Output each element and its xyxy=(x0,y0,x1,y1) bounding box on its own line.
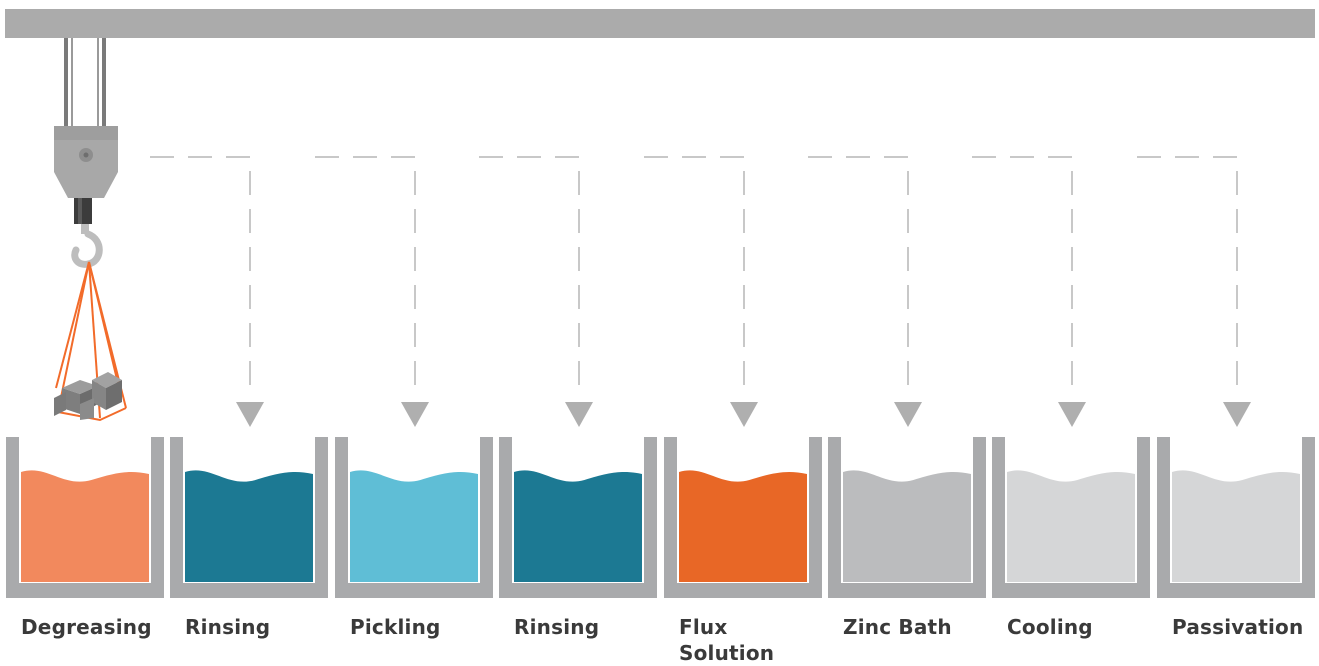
tank xyxy=(992,437,1150,598)
crane-shaft xyxy=(74,198,92,224)
tank-left-wall xyxy=(664,437,677,598)
overhead-crane-trolley-icon xyxy=(54,38,118,224)
tank xyxy=(828,437,986,598)
tank-label-line: Solution xyxy=(679,641,775,665)
tank-floor xyxy=(1157,583,1315,598)
down-triangle-arrow-icon xyxy=(1223,402,1251,427)
hook-curve xyxy=(71,230,103,268)
tank-left-wall xyxy=(335,437,348,598)
load-piece xyxy=(106,380,122,410)
crane-shaft-highlight xyxy=(78,198,82,224)
tank-floor xyxy=(828,583,986,598)
tank-right-wall xyxy=(151,437,164,598)
tank xyxy=(499,437,657,598)
load-piece xyxy=(54,392,66,416)
tank-left-wall xyxy=(6,437,19,598)
tank-left-wall xyxy=(499,437,512,598)
transfer-paths xyxy=(150,156,1251,427)
crane-hook-icon xyxy=(71,224,103,268)
load-piece xyxy=(80,398,94,420)
transfer-path-dashed xyxy=(808,156,909,388)
load-piece xyxy=(92,380,106,410)
tank xyxy=(170,437,328,598)
tank xyxy=(6,437,164,598)
tank-label-line: Degreasing xyxy=(21,615,152,639)
tank-label: Pickling xyxy=(350,614,500,640)
tank-liquid xyxy=(185,470,313,582)
crane-block-body xyxy=(54,140,118,198)
transfer-path-dashed xyxy=(644,156,745,388)
load-piece xyxy=(92,372,122,388)
tank-liquid xyxy=(514,470,642,582)
tank-label-line: Zinc Bath xyxy=(843,615,952,639)
tank-left-wall xyxy=(170,437,183,598)
sling-rope xyxy=(55,261,90,389)
overhead-rail-beam xyxy=(5,9,1315,38)
tank-label-line: Pickling xyxy=(350,615,441,639)
transfer-path-dashed xyxy=(1137,156,1238,388)
tank-right-wall xyxy=(1302,437,1315,598)
tank-label: Cooling xyxy=(1007,614,1157,640)
tank-right-wall xyxy=(1137,437,1150,598)
tank-label: Rinsing xyxy=(514,614,664,640)
crane-assembly xyxy=(54,38,127,422)
sling-rope xyxy=(57,261,90,413)
down-triangle-arrow-icon xyxy=(894,402,922,427)
sling-rope-bottom xyxy=(57,407,127,422)
tank-label: Flux Solution xyxy=(679,614,829,666)
down-triangle-arrow-icon xyxy=(236,402,264,427)
tank-right-wall xyxy=(973,437,986,598)
transfer-path-dashed xyxy=(479,156,580,388)
tank-floor xyxy=(992,583,1150,598)
tank-label: Zinc Bath xyxy=(843,614,993,640)
tank-label: Passivation xyxy=(1172,614,1319,640)
down-triangle-arrow-icon xyxy=(1058,402,1086,427)
tank-left-wall xyxy=(992,437,1005,598)
tank-floor xyxy=(335,583,493,598)
down-triangle-arrow-icon xyxy=(401,402,429,427)
down-triangle-arrow-icon xyxy=(730,402,758,427)
load-piece xyxy=(62,388,80,414)
tank-floor xyxy=(170,583,328,598)
tank-label: Rinsing xyxy=(185,614,335,640)
tank-left-wall xyxy=(1157,437,1170,598)
tank-label-line: Rinsing xyxy=(185,615,271,639)
tank-liquid xyxy=(1007,470,1135,582)
tank-liquid xyxy=(1172,470,1300,582)
transfer-path-dashed xyxy=(150,156,251,388)
tank-liquid xyxy=(679,470,807,582)
tank-label-line: Rinsing xyxy=(514,615,600,639)
transfer-path-dashed xyxy=(972,156,1073,388)
down-triangle-arrow-icon xyxy=(565,402,593,427)
tank-right-wall xyxy=(480,437,493,598)
tank-floor xyxy=(6,583,164,598)
tank-liquid xyxy=(21,470,149,582)
transfer-path-dashed xyxy=(315,156,416,388)
tank-liquid xyxy=(843,470,971,582)
tank-liquid xyxy=(350,470,478,582)
tank-right-wall xyxy=(809,437,822,598)
crane-block-top xyxy=(54,126,118,140)
tank-floor xyxy=(664,583,822,598)
crane-block-pulley-axle xyxy=(83,152,89,158)
tank xyxy=(335,437,493,598)
tank-right-wall xyxy=(315,437,328,598)
tank-left-wall xyxy=(828,437,841,598)
hook-neck xyxy=(81,224,89,234)
overhead-rail xyxy=(5,9,1315,38)
tank xyxy=(664,437,822,598)
tank-row xyxy=(6,437,1315,598)
tank xyxy=(1157,437,1315,598)
tank-label-line: Passivation xyxy=(1172,615,1304,639)
load-piece xyxy=(62,380,98,394)
tank-right-wall xyxy=(644,437,657,598)
tank-label-line: Cooling xyxy=(1007,615,1093,639)
tank-floor xyxy=(499,583,657,598)
steel-parts-load-icon xyxy=(54,372,122,420)
tank-label: Degreasing xyxy=(21,614,171,640)
tank-label-line: Flux xyxy=(679,615,728,639)
